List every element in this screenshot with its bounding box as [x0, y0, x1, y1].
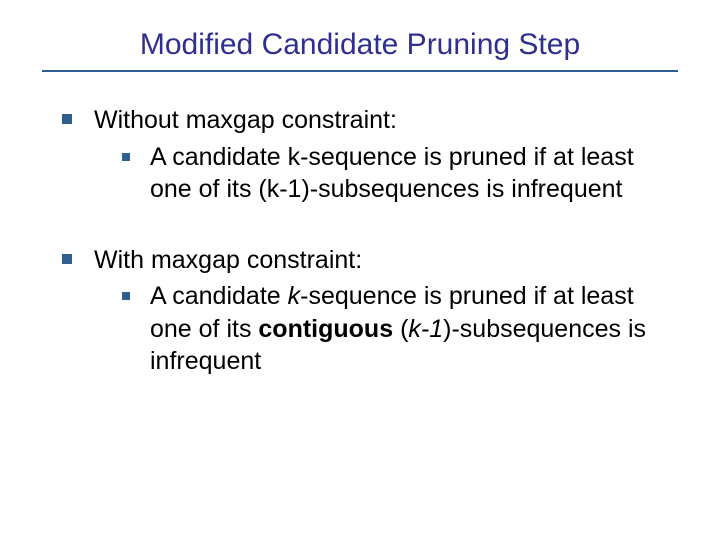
- top-bullet-row: With maxgap constraint:: [62, 244, 670, 277]
- slide-content: Without maxgap constraint: A candidate k…: [50, 104, 670, 378]
- top-bullet-row: Without maxgap constraint:: [62, 104, 670, 137]
- slide-title: Modified Candidate Pruning Step: [50, 28, 670, 62]
- title-underline: [42, 70, 678, 72]
- top-level-text: Without maxgap constraint:: [94, 104, 397, 137]
- top-level-text: With maxgap constraint:: [94, 244, 362, 277]
- sub-level-text: A candidate k-sequence is pruned if at l…: [150, 141, 670, 206]
- sub-bullet-row: A candidate k-sequence is pruned if at l…: [122, 141, 670, 206]
- slide-container: Modified Candidate Pruning Step Without …: [0, 0, 720, 540]
- sub-level-text: A candidate k-sequence is pruned if at l…: [150, 280, 670, 378]
- sub-bullet-row: A candidate k-sequence is pruned if at l…: [122, 280, 670, 378]
- square-bullet-icon: [62, 114, 72, 124]
- square-bullet-icon: [122, 153, 130, 161]
- list-item: Without maxgap constraint: A candidate k…: [62, 104, 670, 206]
- square-bullet-icon: [62, 254, 72, 264]
- square-bullet-icon: [122, 292, 130, 300]
- list-item: With maxgap constraint: A candidate k-se…: [62, 244, 670, 378]
